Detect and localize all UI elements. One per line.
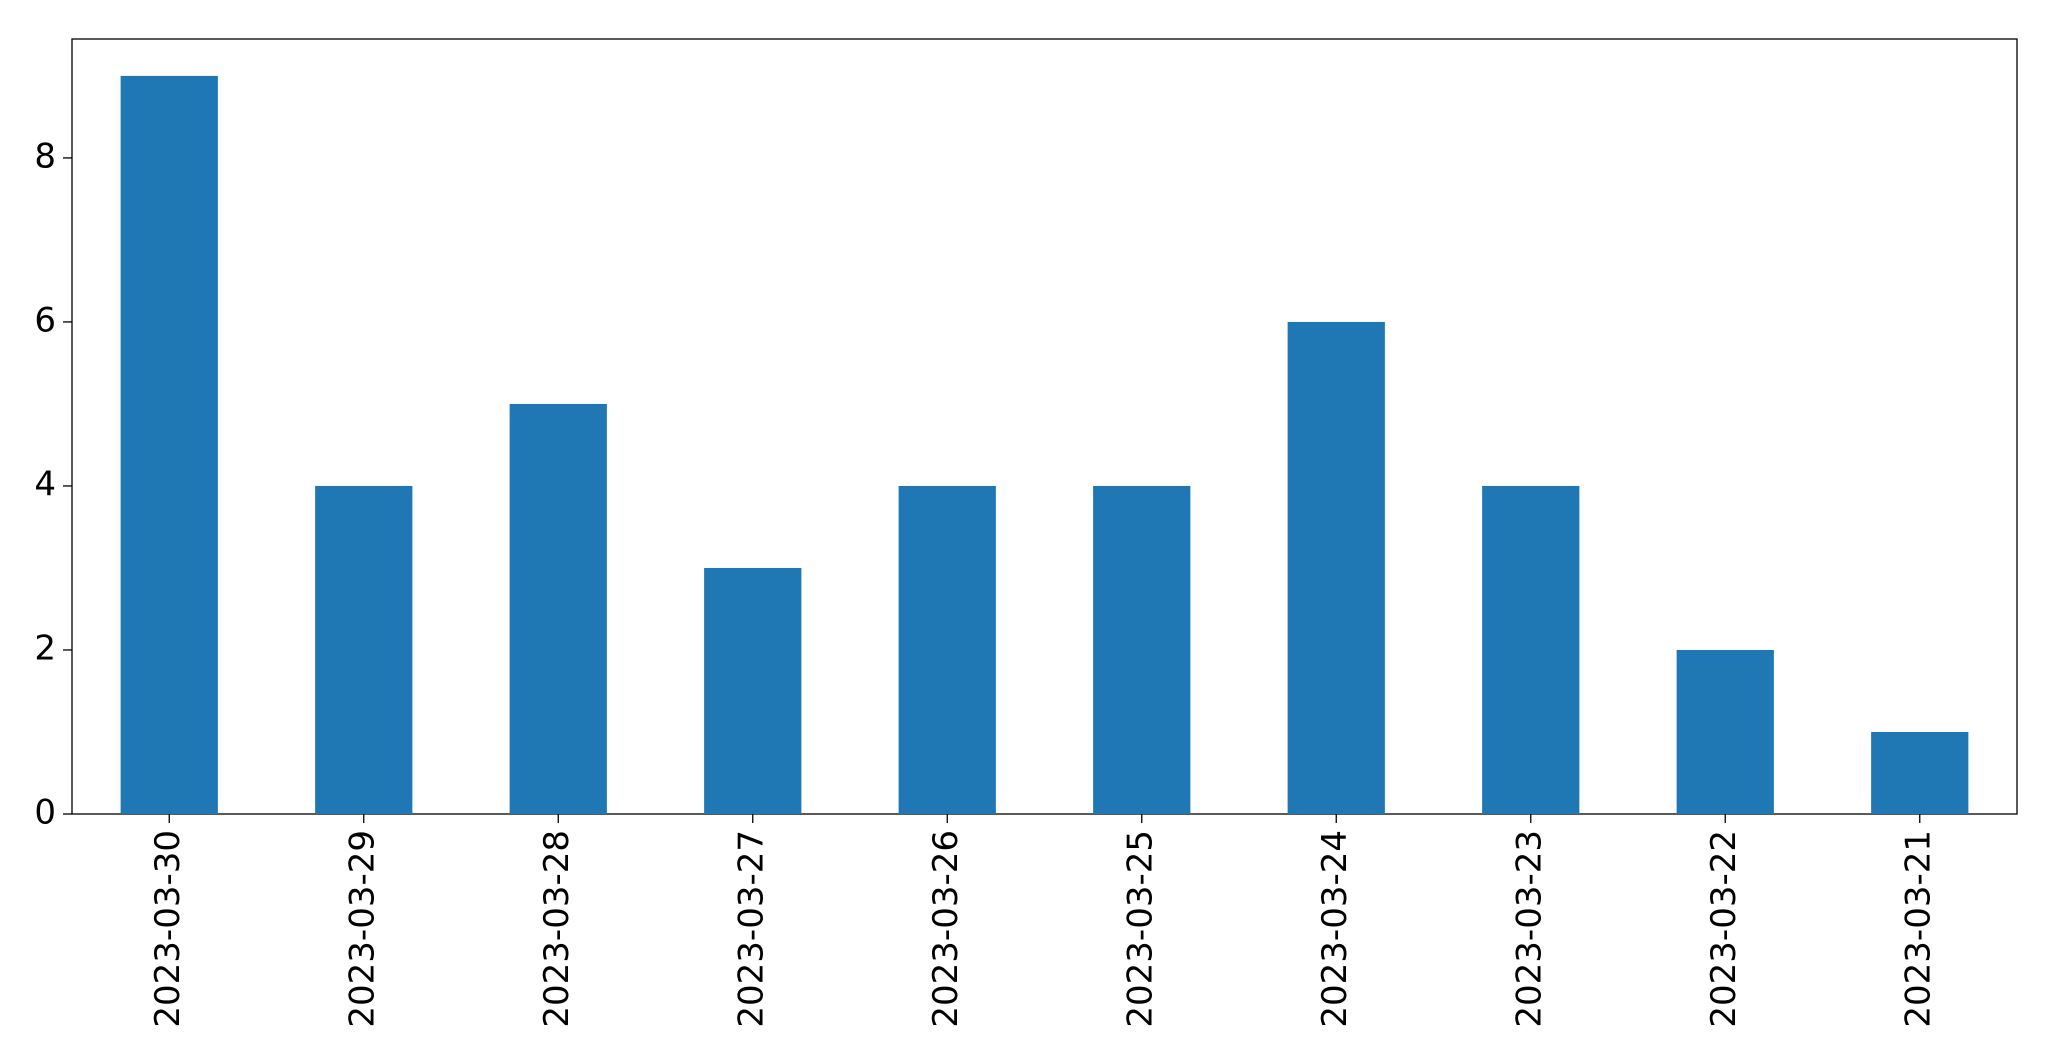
bar: [1093, 485, 1191, 814]
bar: [1676, 649, 1774, 814]
x-tick-label: 2023-03-29: [342, 830, 382, 1028]
y-tick-label: 2: [34, 628, 56, 668]
x-tick-label: 2023-03-25: [1120, 830, 1160, 1028]
y-tick-label: 8: [34, 136, 56, 176]
bar: [704, 567, 802, 814]
bar: [509, 403, 607, 814]
x-tick-label: 2023-03-26: [926, 830, 966, 1028]
bar: [898, 485, 996, 814]
x-tick-label: 2023-03-24: [1315, 830, 1355, 1028]
x-tick-label: 2023-03-30: [148, 830, 188, 1028]
bar: [1287, 321, 1385, 814]
x-tick-label: 2023-03-28: [537, 830, 577, 1028]
bar: [315, 485, 413, 814]
bar: [1482, 485, 1580, 814]
y-tick-label: 6: [34, 300, 56, 340]
y-tick-label: 0: [34, 793, 56, 833]
x-tick-label: 2023-03-21: [1898, 830, 1938, 1028]
bar: [1871, 731, 1969, 814]
x-tick-label: 2023-03-27: [731, 830, 771, 1028]
plot-frame: [71, 38, 2018, 815]
y-tick-label: 4: [34, 464, 56, 504]
x-tick-label: 2023-03-23: [1509, 830, 1549, 1028]
bar: [120, 75, 218, 814]
x-tick-label: 2023-03-22: [1704, 830, 1744, 1028]
